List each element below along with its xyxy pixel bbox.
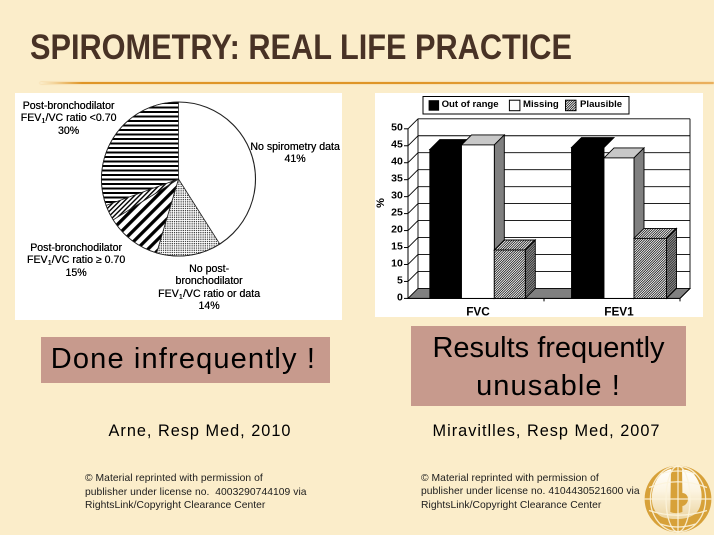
svg-text:Plausible: Plausible (580, 99, 622, 110)
svg-text:FEV1: FEV1 (604, 305, 634, 318)
svg-text:30: 30 (391, 190, 403, 202)
svg-text:25: 25 (391, 207, 403, 219)
svg-text:FVC: FVC (466, 305, 490, 318)
svg-text:5: 5 (397, 274, 403, 286)
svg-text:45: 45 (391, 139, 403, 151)
svg-text:15: 15 (391, 240, 403, 252)
svg-text:%: % (375, 198, 387, 208)
svg-text:0: 0 (397, 291, 403, 303)
svg-text:Out of range: Out of range (442, 99, 499, 110)
svg-text:50: 50 (391, 122, 403, 134)
svg-text:35: 35 (391, 173, 403, 185)
svg-text:40: 40 (391, 156, 403, 168)
svg-text:10: 10 (391, 257, 403, 269)
svg-text:Missing: Missing (523, 99, 559, 110)
svg-text:20: 20 (391, 224, 403, 236)
